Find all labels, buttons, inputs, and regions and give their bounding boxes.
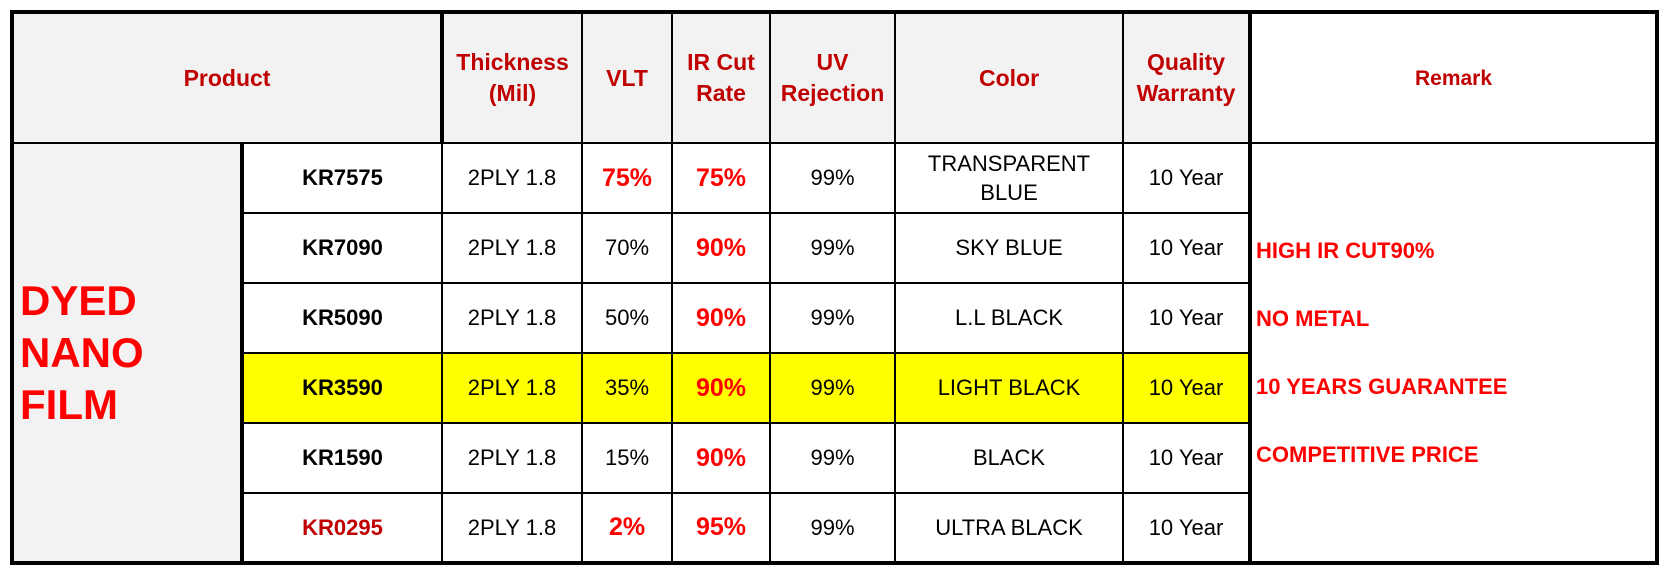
ir-cut-cell: 95% — [671, 492, 772, 564]
warranty-cell: 10 Year — [1122, 422, 1253, 494]
warranty-cell: 10 Year — [1122, 492, 1253, 564]
model-cell: KR1590 — [240, 422, 444, 494]
color-cell: SKY BLUE — [894, 212, 1125, 284]
remark-cell: HIGH IR CUT90% NO METAL 10 YEARS GUARANT… — [1249, 142, 1659, 564]
group-name: DYED NANO FILM — [20, 276, 144, 428]
color-cell: ULTRA BLACK — [894, 492, 1125, 564]
uv-cell: 99% — [769, 492, 897, 564]
vlt-cell: 70% — [581, 212, 674, 284]
thickness-cell: 2PLY 1.8 — [441, 422, 584, 494]
table-row: KR0295 2PLY 1.8 2% 95% 99% ULTRA BLACK 1… — [12, 492, 1657, 564]
header-remark: Remark — [1249, 11, 1659, 144]
model-cell: KR0295 — [240, 492, 444, 564]
warranty-cell: 10 Year — [1122, 282, 1253, 354]
warranty-cell: 10 Year — [1122, 212, 1253, 284]
vlt-cell: 15% — [581, 422, 674, 494]
warranty-cell: 10 Year — [1122, 352, 1253, 424]
vlt-cell: 50% — [581, 282, 674, 354]
header-color: Color — [894, 11, 1125, 144]
header-vlt: VLT — [581, 11, 674, 144]
table-row: DYED NANO FILM KR7575 2PLY 1.8 75% 75% 9… — [11, 142, 1659, 564]
color-cell: BLACK — [894, 422, 1125, 494]
vlt-cell: 75% — [581, 142, 674, 214]
uv-cell: 99% — [769, 142, 897, 214]
table-row: KR5090 2PLY 1.8 50% 90% 99% L.L BLACK 10… — [12, 282, 1657, 354]
remark-item: 10 YEARS GUARANTEE — [1256, 374, 1508, 399]
uv-cell: 99% — [769, 212, 897, 284]
thickness-cell: 2PLY 1.8 — [441, 352, 584, 424]
warranty-cell: 10 Year — [1122, 142, 1253, 214]
uv-cell: 99% — [769, 352, 897, 424]
header-row: Product Thickness (Mil) VLT IR Cut Rate … — [10, 11, 1659, 144]
header-thickness: Thickness (Mil) — [441, 11, 584, 144]
ir-cut-cell: 90% — [671, 212, 772, 284]
color-cell: LIGHT BLACK — [894, 352, 1125, 424]
model-cell: KR7090 — [240, 212, 444, 284]
thickness-cell: 2PLY 1.8 — [441, 492, 584, 564]
ir-cut-cell: 90% — [671, 422, 772, 494]
remark-list: HIGH IR CUT90% NO METAL 10 YEARS GUARANT… — [1252, 237, 1655, 468]
header-ir-cut-rate: IR Cut Rate — [671, 11, 772, 144]
table-row: KR1590 2PLY 1.8 15% 90% 99% BLACK 10 Yea… — [12, 422, 1657, 494]
product-spec-table: Product Thickness (Mil) VLT IR Cut Rate … — [10, 10, 1660, 565]
table-row: KR7090 2PLY 1.8 70% 90% 99% SKY BLUE 10 … — [12, 212, 1657, 284]
model-cell: KR7575 — [240, 142, 444, 214]
product-group-label: DYED NANO FILM — [11, 142, 244, 564]
thickness-cell: 2PLY 1.8 — [441, 142, 584, 214]
ir-cut-cell: 90% — [671, 352, 772, 424]
ir-cut-cell: 75% — [671, 142, 772, 214]
remark-item: NO METAL — [1256, 306, 1370, 331]
vlt-cell: 35% — [581, 352, 674, 424]
header-uv-rejection: UV Rejection — [769, 11, 897, 144]
model-cell: KR3590 — [240, 352, 444, 424]
uv-cell: 99% — [769, 282, 897, 354]
thickness-cell: 2PLY 1.8 — [441, 282, 584, 354]
color-cell: TRANSPARENT BLUE — [894, 142, 1125, 214]
thickness-cell: 2PLY 1.8 — [441, 212, 584, 284]
remark-item: HIGH IR CUT90% — [1256, 238, 1435, 263]
color-cell: L.L BLACK — [894, 282, 1125, 354]
model-cell: KR5090 — [240, 282, 444, 354]
remark-item: COMPETITIVE PRICE — [1256, 442, 1479, 467]
uv-cell: 99% — [769, 422, 897, 494]
ir-cut-cell: 90% — [671, 282, 772, 354]
header-product: Product — [10, 11, 445, 144]
vlt-cell: 2% — [581, 492, 674, 564]
header-quality-warranty: Quality Warranty — [1122, 11, 1253, 144]
table-row-highlighted: KR3590 2PLY 1.8 35% 90% 99% LIGHT BLACK … — [12, 352, 1657, 424]
